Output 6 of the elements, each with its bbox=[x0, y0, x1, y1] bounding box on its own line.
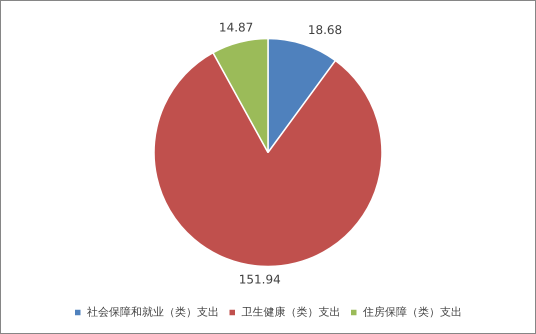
data-label: 151.94 bbox=[238, 272, 281, 286]
data-label: 14.87 bbox=[218, 20, 254, 35]
legend-label: 住房保障（类）支出 bbox=[362, 305, 462, 318]
legend-label: 社会保障和就业（类）支出 bbox=[86, 305, 219, 318]
legend-label: 卫生健康（类）支出 bbox=[241, 305, 340, 318]
data-label: 18.68 bbox=[308, 22, 342, 37]
